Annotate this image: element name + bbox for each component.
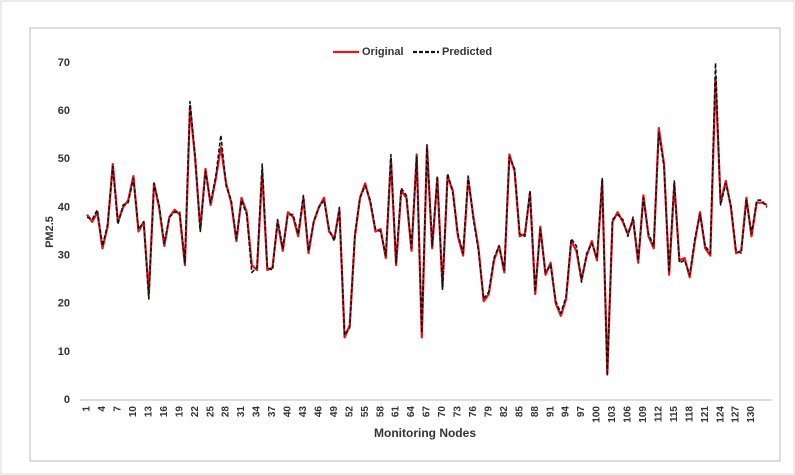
x-tick-label: 22 bbox=[190, 406, 201, 418]
x-tick-label: 124 bbox=[715, 406, 726, 423]
chart-frame bbox=[29, 27, 781, 462]
x-tick-label: 97 bbox=[576, 406, 587, 418]
x-tick-label: 118 bbox=[684, 406, 695, 423]
x-tick-label: 115 bbox=[669, 406, 680, 423]
x-tick-label: 31 bbox=[236, 406, 247, 418]
y-tick-label: 70 bbox=[58, 57, 70, 69]
x-tick-label: 49 bbox=[329, 406, 340, 418]
x-tick-label: 70 bbox=[437, 406, 448, 418]
x-tick-label: 100 bbox=[592, 406, 603, 423]
y-tick-label: 50 bbox=[58, 153, 70, 165]
y-axis-label: PM2.5 bbox=[44, 216, 56, 248]
x-tick-label: 76 bbox=[468, 406, 479, 418]
x-tick-label: 121 bbox=[700, 406, 711, 423]
legend-label: Original bbox=[362, 46, 404, 58]
x-tick-label: 19 bbox=[174, 406, 185, 418]
x-tick-label: 82 bbox=[499, 406, 510, 418]
x-tick-label: 1 bbox=[82, 406, 93, 412]
x-tick-label: 4 bbox=[97, 406, 108, 412]
x-tick-label: 103 bbox=[607, 406, 618, 423]
x-tick-label: 79 bbox=[483, 406, 494, 418]
x-tick-label: 52 bbox=[344, 406, 355, 418]
x-tick-label: 37 bbox=[267, 406, 278, 418]
x-tick-label: 106 bbox=[623, 406, 634, 423]
x-tick-label: 88 bbox=[530, 406, 541, 418]
x-tick-label: 13 bbox=[143, 406, 154, 418]
x-tick-label: 85 bbox=[514, 406, 525, 418]
x-tick-label: 55 bbox=[360, 406, 371, 418]
x-tick-label: 67 bbox=[422, 406, 433, 418]
y-tick-label: 30 bbox=[58, 249, 70, 261]
x-tick-label: 109 bbox=[638, 406, 649, 423]
x-tick-label: 94 bbox=[561, 406, 572, 418]
x-tick-label: 61 bbox=[391, 406, 402, 418]
series-line bbox=[86, 62, 768, 377]
x-tick-label: 130 bbox=[746, 406, 757, 423]
legend-label: Predicted bbox=[442, 46, 492, 58]
x-tick-label: 112 bbox=[653, 406, 664, 423]
x-tick-label: 34 bbox=[252, 406, 263, 418]
y-tick-label: 0 bbox=[64, 394, 70, 406]
x-tick-label: 40 bbox=[283, 406, 294, 418]
x-tick-label: 58 bbox=[375, 406, 386, 418]
x-tick-label: 16 bbox=[159, 406, 170, 418]
y-tick-label: 40 bbox=[58, 201, 70, 213]
y-tick-label: 20 bbox=[58, 298, 70, 310]
x-tick-label: 43 bbox=[298, 406, 309, 418]
x-tick-label: 73 bbox=[453, 406, 464, 418]
x-tick-label: 46 bbox=[313, 406, 324, 418]
y-tick-label: 10 bbox=[58, 346, 70, 358]
x-tick-label: 10 bbox=[128, 406, 139, 418]
x-tick-label: 7 bbox=[113, 406, 124, 412]
y-tick-label: 60 bbox=[58, 105, 70, 117]
x-tick-label: 64 bbox=[406, 406, 417, 418]
x-tick-label: 25 bbox=[205, 406, 216, 418]
x-tick-label: 127 bbox=[731, 406, 742, 423]
x-tick-label: 91 bbox=[545, 406, 556, 418]
x-tick-label: 28 bbox=[221, 406, 232, 418]
x-axis-label: Monitoring Nodes bbox=[374, 426, 476, 440]
